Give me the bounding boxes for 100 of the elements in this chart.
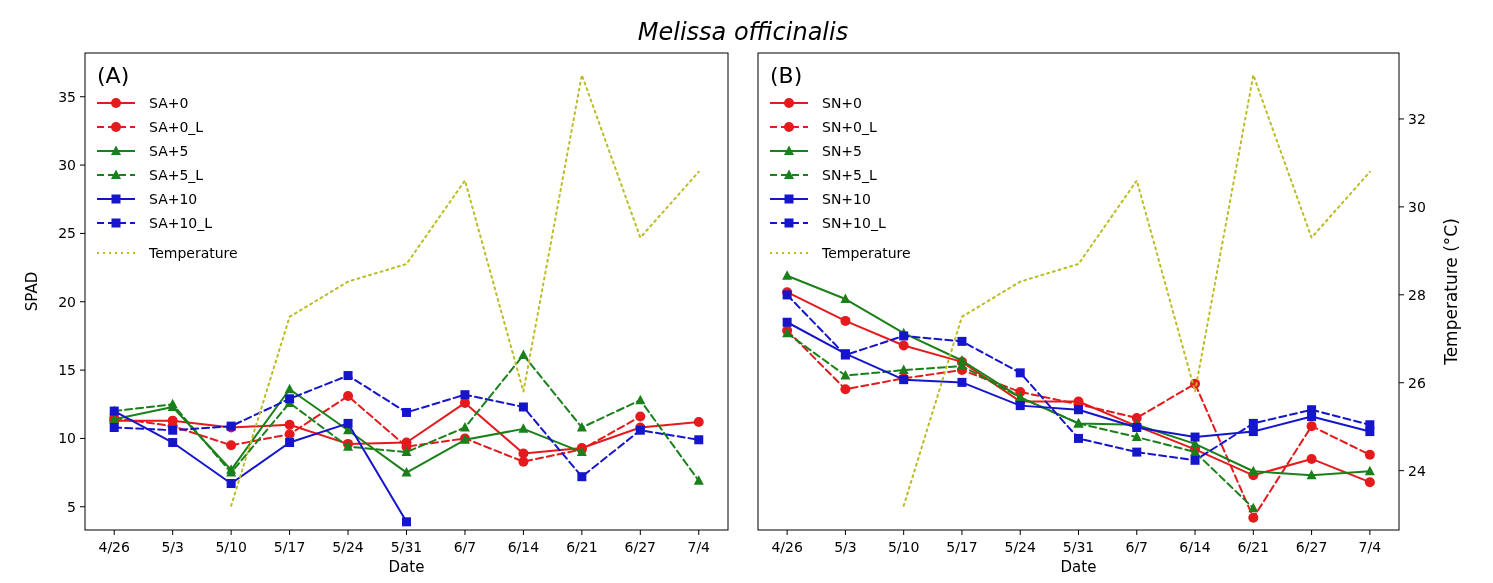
point [693,475,704,485]
annotation: (A) [97,63,130,88]
legend-label: Temperature [821,245,911,261]
point [1306,421,1317,432]
legend-label: SA+10 [149,191,198,207]
point [1364,477,1375,488]
point [518,423,529,433]
y-tick-label: 35 [58,88,76,105]
x-tick-label: 6/21 [566,539,598,555]
x-tick-label: 5/17 [273,539,306,555]
y-tick-label: 30 [58,157,76,174]
y-tick-label: 15 [58,362,76,379]
point [460,390,470,400]
y2-tick-label: 24 [1408,462,1426,479]
x-tick-label: 6/27 [1295,539,1328,555]
point [576,421,587,432]
point [1190,455,1200,465]
point [284,383,295,394]
point [1364,465,1375,476]
point [1248,512,1259,523]
x-tick-label: 5/31 [390,539,423,555]
point [1074,405,1083,415]
point [898,340,909,351]
point [343,371,353,381]
y-tick-label: 20 [58,293,76,310]
point [284,429,295,440]
point [957,336,967,346]
point [226,440,237,451]
legend-label: SN+5_L [822,167,877,183]
annotation: (B) [770,63,803,88]
point [518,456,529,467]
chart-title: Melissa officinalis [637,18,849,46]
y2-tick-label: 28 [1408,286,1426,303]
x-tick-label: 6/14 [507,539,540,555]
point [168,425,178,435]
y2-tick-label: 30 [1408,198,1426,215]
x-tick-label: 6/14 [1179,539,1211,555]
x-tick-label: 5/10 [887,539,920,555]
point [226,479,236,489]
x-tick-label: 7/4 [1358,539,1382,555]
point [840,315,851,326]
point [518,402,528,412]
point [635,411,646,422]
point [1307,405,1317,415]
point [285,438,295,448]
point [1248,502,1259,513]
y2-axis-title: Temperature (°C) [1441,218,1461,366]
point [402,517,411,527]
point [898,364,909,375]
point [343,391,354,402]
point [1248,465,1259,476]
point [1365,420,1375,430]
point [1015,368,1025,378]
point [1306,469,1317,480]
y2-tick-label: 32 [1408,110,1426,127]
point [401,446,412,457]
legend-label: SA+0 [149,95,189,111]
x-tick-label: 4/26 [771,539,803,555]
legend-label: SN+10 [822,191,871,207]
x-tick-label: 5/3 [834,539,857,555]
point [1132,447,1142,457]
legend-label: SN+5 [822,143,862,159]
y-tick-label: 25 [58,225,76,242]
point [1015,391,1026,402]
point [840,293,851,304]
point [401,467,412,477]
point [693,417,704,428]
legend-label: Temperature [148,245,238,261]
legend-label: SN+0_L [822,119,877,135]
x-tick-label: 6/21 [1237,539,1270,555]
legend-label: SA+5 [149,143,189,159]
legend-label: SN+10_L [822,215,886,231]
point [284,419,295,430]
point [1131,431,1142,442]
point [840,370,851,380]
legend-label: SN+0 [822,95,862,111]
point [1015,401,1025,411]
point [518,349,529,360]
x-tick-label: 6/27 [624,539,657,555]
legend-label: SA+0_L [149,119,204,135]
x-axis-title: Date [1060,558,1097,576]
x-tick-label: 5/24 [1004,539,1037,555]
x-tick-label: 6/7 [453,539,477,555]
point [109,422,119,432]
point [1190,432,1200,442]
x-tick-label: 5/10 [215,539,247,555]
legend-label: SA+10_L [149,215,213,231]
point [782,317,792,327]
point [343,418,353,428]
x-tick-label: 5/17 [946,539,978,555]
x-tick-label: 5/24 [332,539,364,555]
point [635,394,646,405]
x-tick-label: 5/3 [161,539,184,555]
x-axis-title: Date [388,558,425,576]
x-tick-label: 5/31 [1062,539,1095,555]
x-tick-label: 6/7 [1125,539,1149,555]
y-tick-label: 5 [67,498,76,515]
point [577,472,587,482]
point [957,377,967,387]
y-axis-title: SPAD [23,271,41,312]
